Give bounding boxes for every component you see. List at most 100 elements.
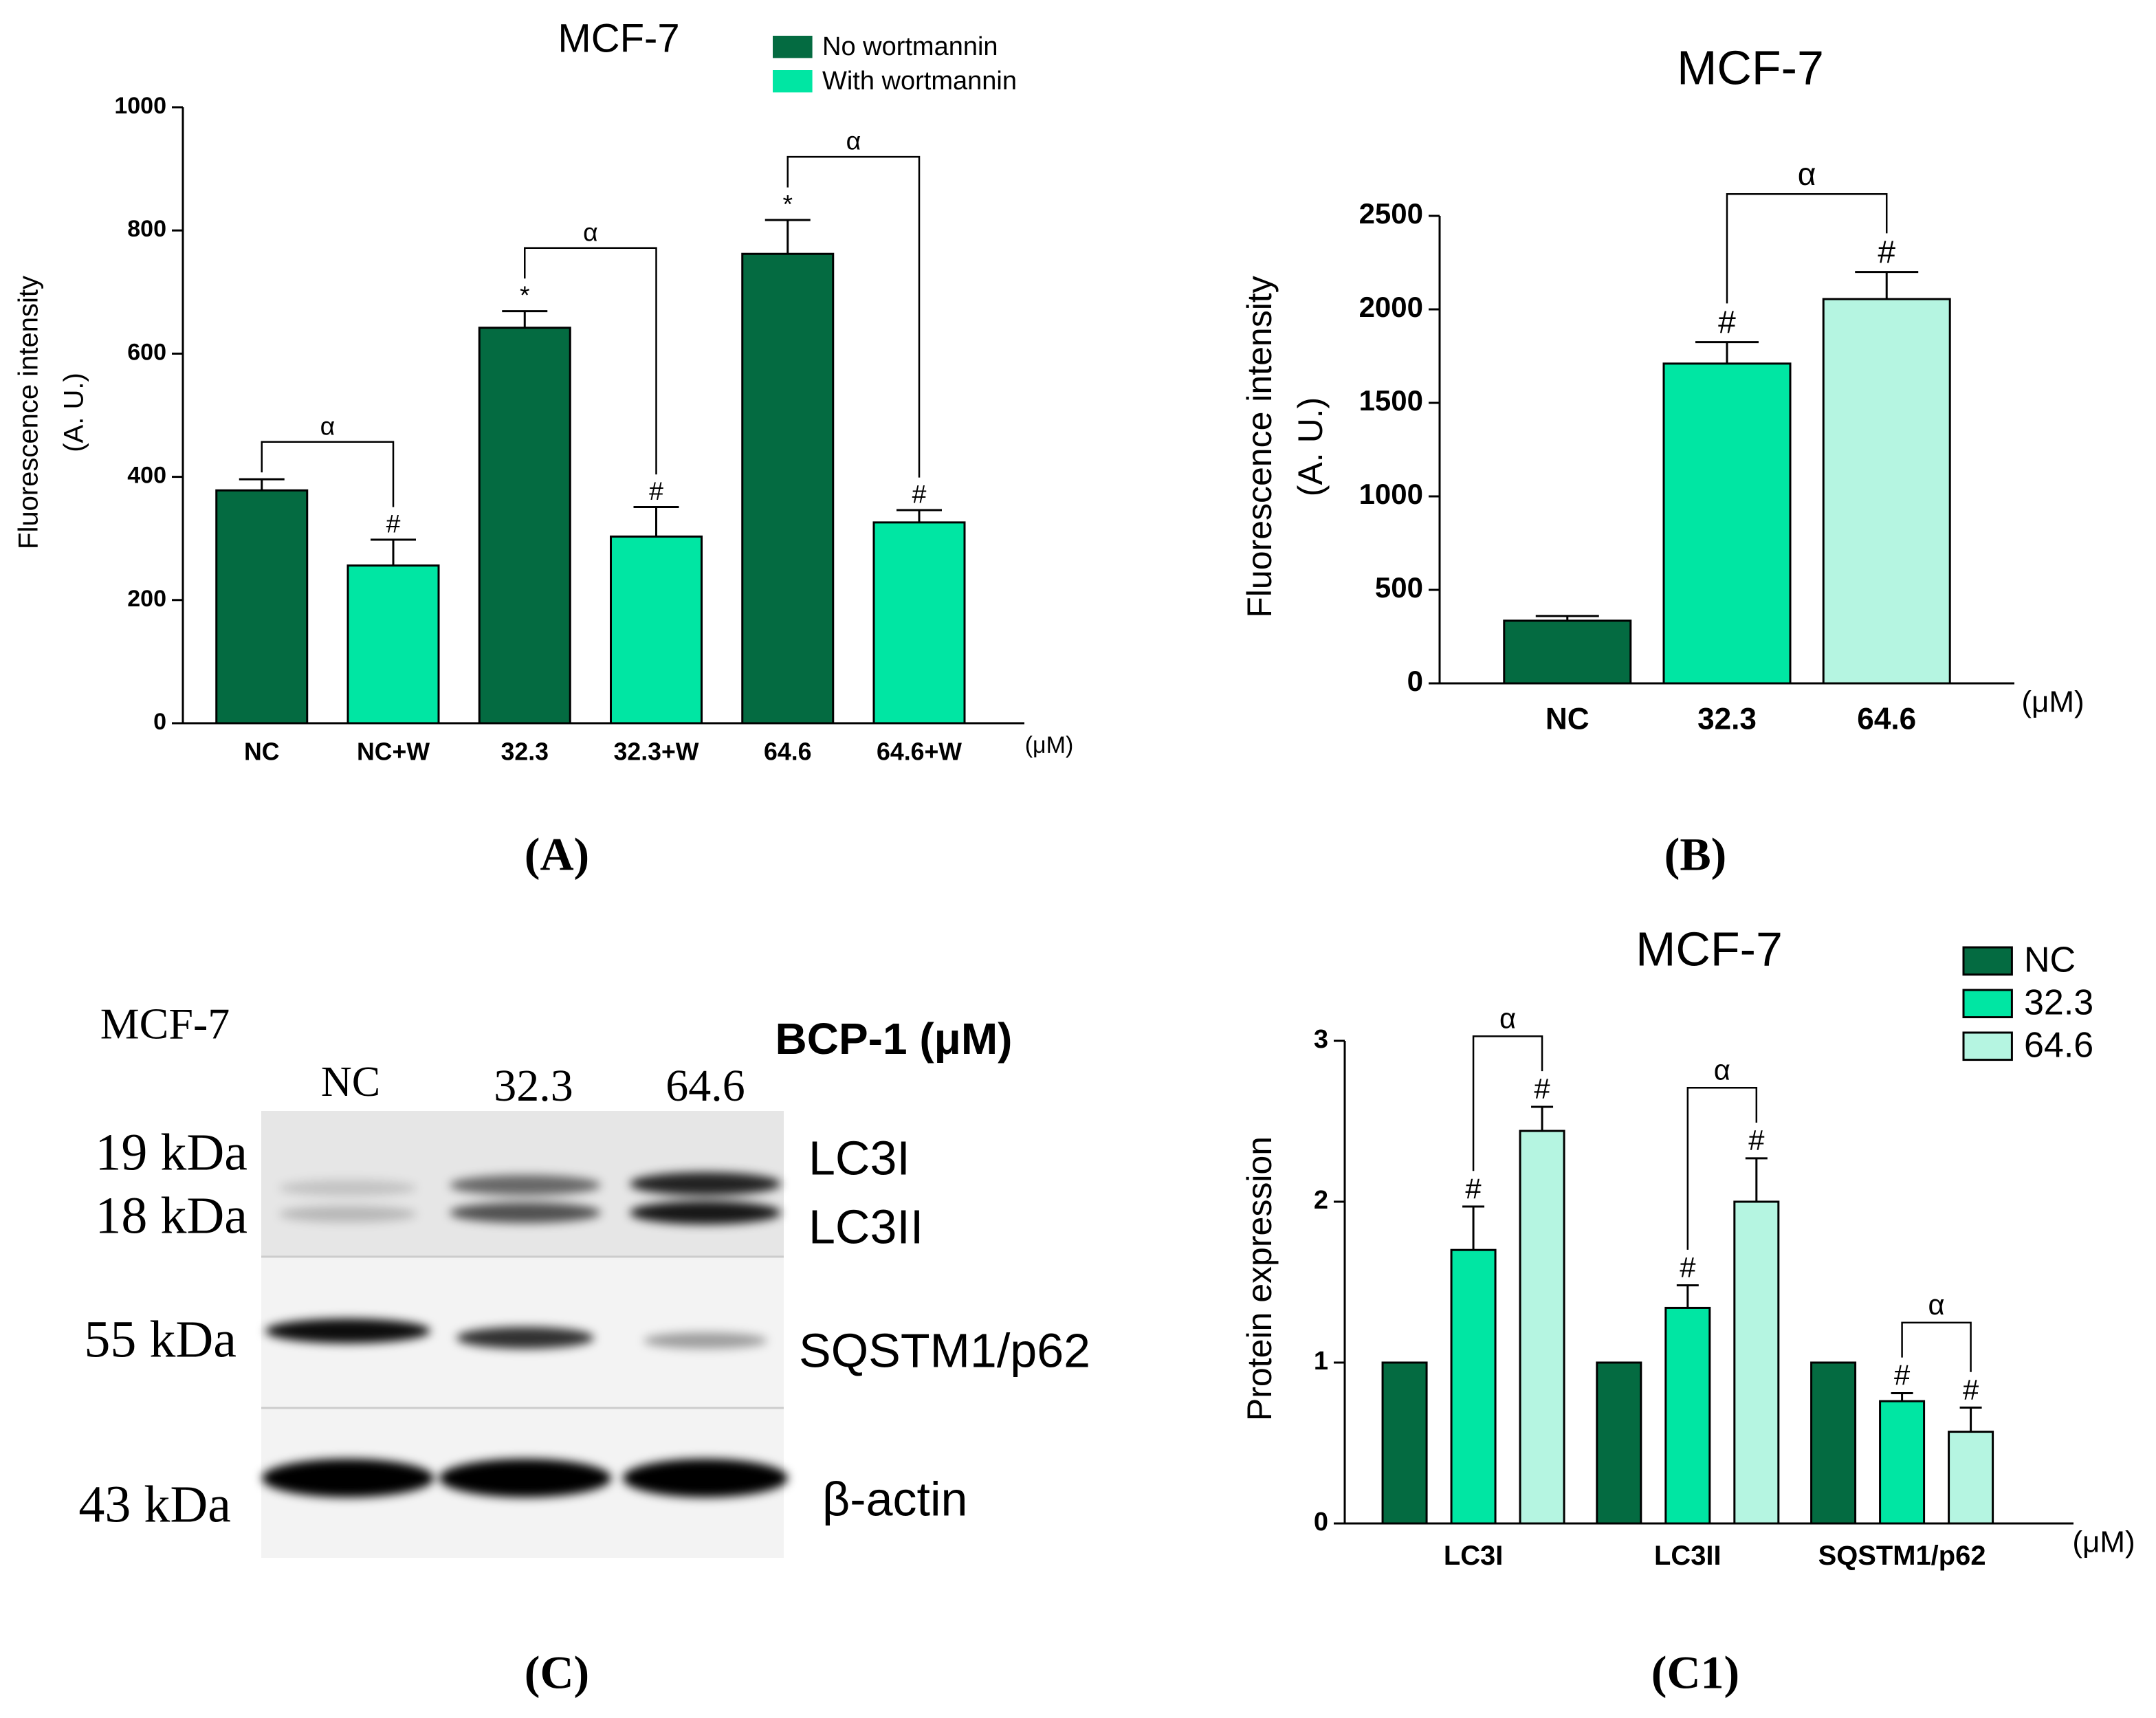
significance-marker: #: [1680, 1251, 1696, 1284]
y-tick-label: 200: [127, 586, 166, 612]
x-tick-label: 32.3+W: [614, 738, 699, 766]
kda-label: 43 kDa: [78, 1475, 231, 1533]
significance-marker: #: [1465, 1172, 1482, 1204]
bar: [1596, 1361, 1642, 1525]
band: [262, 1459, 434, 1497]
y-axis-label: (A. U.): [1291, 397, 1330, 496]
y-tick-label: 800: [127, 216, 166, 242]
y-axis-label: (A. U.): [59, 373, 89, 452]
y-tick-label: 400: [127, 463, 166, 489]
bar: [1810, 1361, 1857, 1525]
legend-swatch: [773, 70, 813, 93]
bar: [478, 327, 571, 725]
lane-label: NC: [321, 1059, 380, 1105]
significance-marker: #: [1963, 1374, 1979, 1406]
panel-caption: (A): [525, 828, 589, 881]
bar: [1381, 1361, 1428, 1525]
protein-label: SQSTM1/p62: [799, 1323, 1090, 1377]
protein-label: β-actin: [822, 1472, 967, 1526]
legend-label: 64.6: [2024, 1026, 2093, 1066]
significance-bracket: [1472, 1035, 1543, 1171]
bar: [1664, 1306, 1711, 1525]
bands: [262, 1172, 788, 1497]
kda-label: 19 kDa: [95, 1123, 248, 1181]
bar: [215, 489, 309, 725]
bracket-label: α: [1499, 1002, 1516, 1035]
y-tick-label: 3: [1314, 1025, 1328, 1054]
significance-bracket: [1901, 1321, 1972, 1372]
x-unit: (μM): [2072, 1526, 2135, 1559]
x-tick-label: 64.6+W: [877, 738, 962, 766]
bracket-label: α: [846, 126, 861, 155]
x-unit: (μM): [1025, 732, 1074, 758]
bracket-label: α: [1928, 1288, 1945, 1321]
bracket-label: α: [320, 411, 336, 440]
band: [265, 1319, 430, 1343]
bracket-label: α: [1714, 1053, 1730, 1086]
bracket-label: α: [1798, 156, 1816, 192]
y-tick-label: 2000: [1359, 291, 1423, 323]
x-tick-label: NC: [1546, 702, 1590, 736]
bar: [1519, 1130, 1565, 1525]
bar: [872, 521, 966, 725]
x-tick-label: NC: [244, 738, 280, 766]
x-tick-label: 32.3: [501, 738, 549, 766]
chart-title: MCF-7: [1636, 922, 1783, 976]
significance-marker: #: [386, 509, 401, 538]
x-tick-label: LC3II: [1654, 1541, 1722, 1571]
y-tick-label: 0: [1407, 665, 1423, 697]
legend-label: No wortmannin: [822, 32, 998, 61]
x-tick-label: SQSTM1/p62: [1818, 1541, 1986, 1571]
y-tick-label: 1000: [114, 93, 166, 119]
y-tick-label: 1500: [1359, 384, 1423, 417]
kda-label: 55 kDa: [84, 1310, 236, 1368]
bar: [1662, 362, 1792, 685]
y-axis-label: Fluorescence intensity: [14, 276, 44, 549]
significance-marker: #: [649, 476, 663, 505]
bracket-label: α: [583, 217, 598, 246]
kda-label: 18 kDa: [95, 1187, 248, 1244]
y-axis-label: Fluorescence intensity: [1240, 276, 1279, 617]
significance-bracket: [786, 155, 921, 478]
band: [450, 1202, 601, 1223]
legend-swatch: [1962, 1031, 2013, 1061]
significance-marker: #: [1894, 1359, 1911, 1391]
x-tick-label: 64.6: [764, 738, 811, 766]
y-tick-label: 1000: [1359, 478, 1423, 510]
y-tick-label: 500: [1375, 571, 1423, 604]
treatment: BCP-1 (μM): [776, 1014, 1013, 1064]
lane-label: 64.6: [666, 1061, 745, 1111]
y-tick-label: 2500: [1359, 197, 1423, 230]
legend-swatch: [773, 36, 813, 58]
band: [644, 1332, 767, 1349]
significance-marker: #: [1878, 234, 1895, 270]
y-tick-label: 600: [127, 339, 166, 365]
x-tick-label: NC+W: [357, 738, 430, 766]
western-blot: MCF-7 BCP-1 (μM) NC 32.3 64.6 19 kDa 18 …: [78, 1000, 1090, 1699]
lane-label: 32.3: [494, 1061, 573, 1111]
legend-label: 32.3: [2024, 983, 2093, 1023]
bar: [1503, 619, 1632, 685]
y-tick-label: 0: [1314, 1508, 1328, 1537]
significance-marker: #: [1718, 305, 1736, 340]
band: [623, 1459, 788, 1497]
band: [279, 1180, 417, 1196]
bar: [610, 536, 703, 725]
significance-marker: *: [782, 189, 793, 218]
bar: [1733, 1200, 1780, 1525]
x-unit: (μM): [2021, 685, 2084, 719]
legend-swatch: [1962, 946, 2013, 976]
cell-line: MCF-7: [100, 1000, 230, 1048]
bar: [346, 564, 440, 725]
chart-title: MCF-7: [1677, 41, 1824, 94]
panel-caption: (B): [1664, 828, 1727, 881]
legend-swatch: [1962, 989, 2013, 1019]
protein-label: LC3I: [808, 1131, 910, 1185]
significance-bracket: [1686, 1086, 1758, 1250]
x-tick-label: 64.6: [1857, 702, 1916, 736]
x-tick-label: 32.3: [1697, 702, 1757, 736]
legend-label: With wortmannin: [822, 67, 1017, 96]
bar: [1948, 1431, 1994, 1525]
protein-label: LC3II: [808, 1200, 923, 1253]
significance-bracket: [261, 441, 395, 507]
